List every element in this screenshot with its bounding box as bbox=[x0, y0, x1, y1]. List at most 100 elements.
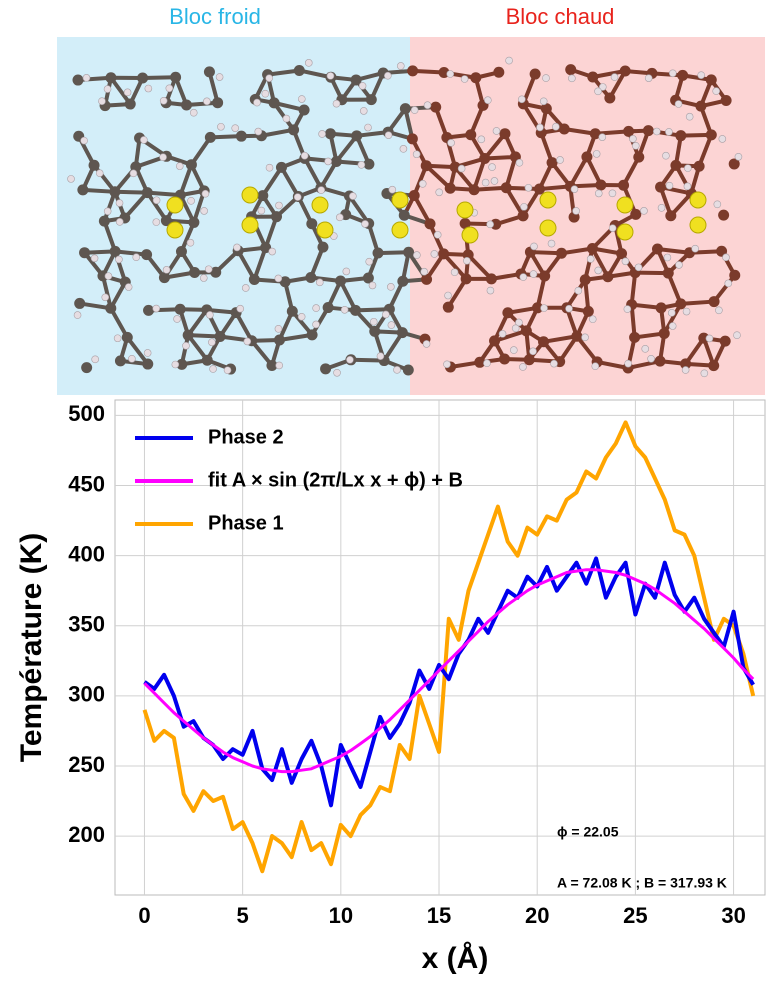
atom bbox=[461, 273, 472, 284]
atom bbox=[655, 182, 666, 193]
hydrogen bbox=[589, 316, 596, 323]
atom bbox=[183, 330, 194, 341]
atom bbox=[580, 274, 591, 285]
hydrogen bbox=[210, 365, 217, 372]
hydrogen bbox=[232, 125, 239, 132]
hydrogen bbox=[595, 190, 602, 197]
hydrogen bbox=[160, 154, 167, 161]
hydrogen bbox=[266, 75, 273, 82]
hydrogen bbox=[275, 325, 282, 332]
hydrogen bbox=[423, 340, 430, 347]
atom bbox=[547, 157, 558, 168]
hydrogen bbox=[575, 287, 582, 294]
hydrogen bbox=[645, 75, 652, 82]
atom bbox=[400, 103, 411, 114]
atom bbox=[122, 332, 133, 343]
hydrogen bbox=[160, 97, 167, 104]
hydrogen bbox=[276, 362, 283, 369]
atom bbox=[539, 271, 550, 282]
atom bbox=[633, 152, 644, 163]
atom bbox=[602, 271, 613, 282]
hydrogen bbox=[200, 275, 207, 282]
hydrogen bbox=[133, 254, 140, 261]
hydrogen bbox=[275, 275, 282, 282]
hydrogen bbox=[244, 338, 251, 345]
hydrogen bbox=[609, 190, 616, 197]
hydrogen bbox=[419, 180, 426, 187]
hydrogen bbox=[482, 179, 489, 186]
atom bbox=[320, 363, 331, 374]
atom bbox=[524, 354, 535, 365]
atom bbox=[323, 302, 334, 313]
hydrogen bbox=[548, 240, 555, 247]
hydrogen bbox=[635, 264, 642, 271]
atom bbox=[305, 272, 316, 283]
y-tick-label: 400 bbox=[68, 541, 105, 566]
atom bbox=[470, 72, 481, 83]
cold-label: Bloc froid bbox=[169, 4, 261, 29]
hydrogen bbox=[224, 367, 231, 374]
hydrogen bbox=[536, 124, 543, 131]
atom bbox=[271, 211, 282, 222]
hydrogen bbox=[370, 318, 377, 325]
atom bbox=[276, 162, 287, 173]
sulfur bbox=[690, 192, 706, 208]
atom bbox=[430, 102, 441, 113]
hydrogen bbox=[595, 267, 602, 274]
atom bbox=[212, 97, 223, 108]
hydrogen bbox=[487, 287, 494, 294]
hydrogen bbox=[176, 163, 183, 170]
atom bbox=[655, 356, 666, 367]
hydrogen bbox=[648, 355, 655, 362]
atom bbox=[170, 72, 181, 83]
hydrogen bbox=[343, 268, 350, 275]
atom bbox=[659, 328, 670, 339]
atom bbox=[105, 72, 116, 83]
hydrogen bbox=[568, 75, 575, 82]
hydrogen bbox=[128, 355, 135, 362]
atom bbox=[317, 242, 328, 253]
atom bbox=[175, 304, 186, 315]
atom bbox=[720, 336, 731, 347]
atom bbox=[620, 65, 631, 76]
atom bbox=[137, 73, 148, 84]
hydrogen bbox=[683, 308, 690, 315]
atom bbox=[581, 151, 592, 162]
atom bbox=[445, 183, 456, 194]
atom bbox=[583, 306, 594, 317]
atom bbox=[465, 129, 476, 140]
hydrogen bbox=[217, 123, 224, 130]
hydrogen bbox=[182, 342, 189, 349]
hydrogen bbox=[609, 225, 616, 232]
atom bbox=[652, 243, 663, 254]
atom bbox=[518, 210, 529, 221]
hydrogen bbox=[599, 134, 606, 141]
legend-label: fit A × sin (2π/Lx x + ϕ) + B bbox=[208, 469, 463, 491]
atom bbox=[74, 298, 85, 309]
atom bbox=[89, 160, 100, 171]
hydrogen bbox=[622, 258, 629, 265]
atom bbox=[143, 305, 154, 316]
sulfur bbox=[457, 202, 473, 218]
legend-label: Phase 1 bbox=[208, 512, 284, 534]
atom bbox=[409, 190, 420, 201]
hydrogen bbox=[540, 98, 547, 105]
hydrogen bbox=[153, 197, 160, 204]
hydrogen bbox=[573, 207, 580, 214]
hydrogen bbox=[366, 258, 373, 265]
atom bbox=[618, 180, 629, 191]
hydrogen bbox=[658, 204, 665, 211]
y-tick-label: 250 bbox=[68, 752, 105, 777]
hydrogen bbox=[669, 323, 676, 330]
atom bbox=[571, 331, 582, 342]
atom bbox=[351, 130, 362, 141]
atom bbox=[269, 97, 280, 108]
atom bbox=[677, 70, 688, 81]
hydrogen bbox=[713, 88, 720, 95]
hydrogen bbox=[714, 201, 721, 208]
hydrogen bbox=[81, 137, 88, 144]
hydrogen bbox=[313, 321, 320, 328]
hydrogen bbox=[377, 353, 384, 360]
hydrogen bbox=[541, 305, 548, 312]
hydrogen bbox=[478, 136, 485, 143]
